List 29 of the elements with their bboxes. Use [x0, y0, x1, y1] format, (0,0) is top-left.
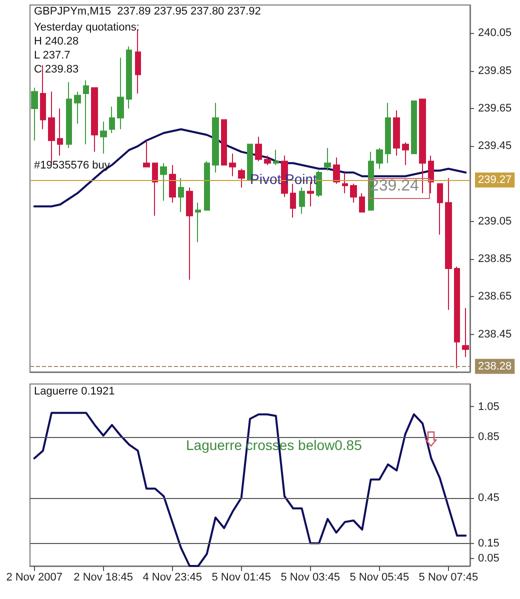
y-tick-label: 239.05	[478, 215, 512, 228]
x-tick-label: 2 Nov 18:45	[74, 572, 133, 584]
chart-title: GBPJPYm,M15 237.89 237.95 237.80 237.92	[34, 6, 261, 18]
annotation: H 240.28	[34, 36, 79, 48]
annotation: #19535576 buy	[34, 160, 110, 172]
x-tick-label: 5 Nov 05:45	[350, 572, 410, 584]
y-tick-label: 238.85	[478, 253, 512, 266]
y-tick-label: 0.05	[478, 552, 500, 564]
x-tick-label: 5 Nov 03:45	[280, 572, 340, 584]
y-tick-label: 0.45	[478, 492, 500, 504]
y-tick-label: 239.45	[478, 140, 512, 152]
chart-title: Laguerre 0.1921	[34, 386, 115, 398]
y-tick-label: 238.65	[478, 290, 512, 303]
ref-line-label: 238.28	[478, 360, 512, 372]
annotation: C 239.83	[34, 64, 79, 76]
y-tick-label: 1.05	[478, 400, 500, 413]
ref-line-label: 239.27	[478, 174, 512, 186]
y-tick-label: 0.85	[478, 431, 500, 444]
y-tick-label: 239.65	[478, 102, 512, 115]
x-tick-label: 5 Nov 07:45	[418, 572, 478, 584]
y-tick-label: 238.45	[478, 328, 512, 340]
x-tick-label: 2 Nov 2007	[6, 572, 62, 584]
x-tick-label: 5 Nov 01:45	[212, 572, 272, 584]
y-tick-label: 0.15	[478, 537, 500, 550]
annotation: Yesterday quotations:	[34, 22, 140, 34]
annotation: L 237.7	[34, 50, 70, 62]
y-tick-label: 240.05	[478, 27, 512, 40]
y-tick-label: 239.85	[478, 64, 512, 77]
x-tick-label: 4 Nov 23:45	[142, 572, 202, 584]
